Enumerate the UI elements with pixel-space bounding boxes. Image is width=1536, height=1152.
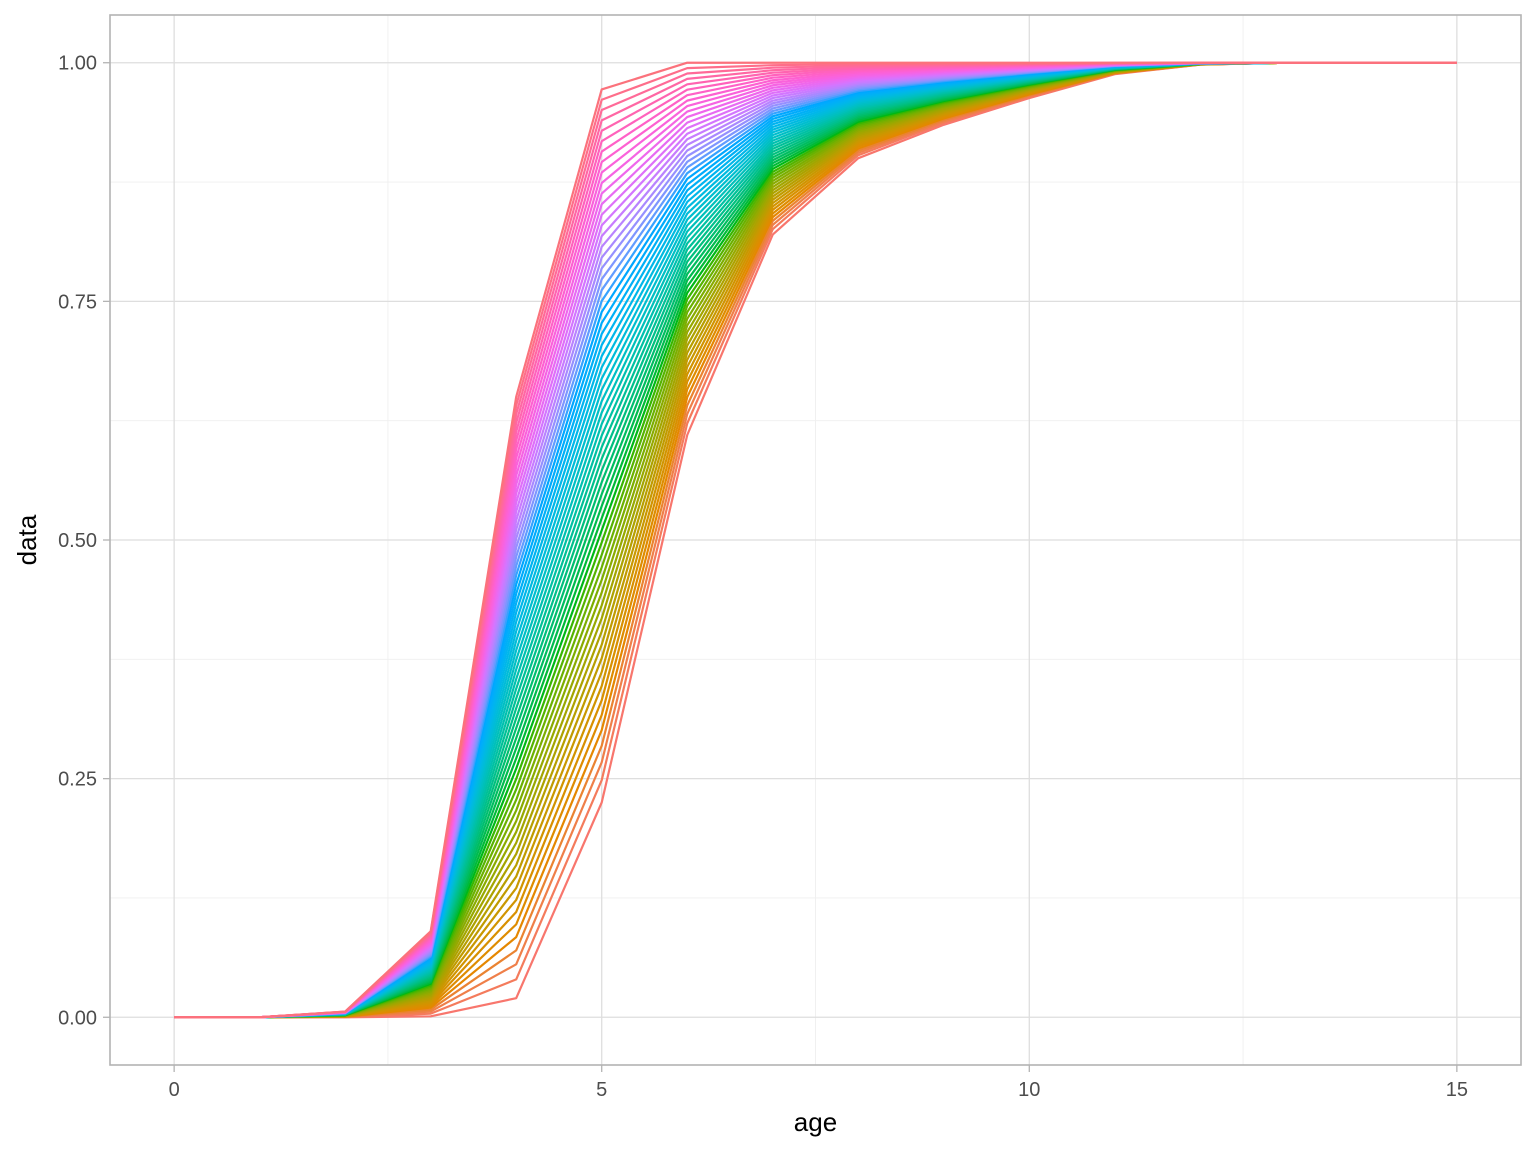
x-tick-label: 15 [1446, 1079, 1468, 1101]
series-line-60 [174, 61, 1457, 1019]
y-tick-label: 0.50 [58, 530, 97, 552]
y-axis-title: data [12, 514, 42, 565]
axis-ticks [103, 62, 1458, 1072]
x-tick-label: 5 [596, 1079, 607, 1101]
series-group [174, 61, 1457, 1019]
grid [110, 15, 1521, 1065]
y-tick-label: 0.00 [58, 1007, 97, 1029]
x-axis-title: age [794, 1107, 837, 1137]
tick-labels: 0 5 10 15 0.00 0.25 0.50 0.75 1.00 [58, 53, 1468, 1101]
y-tick-label: 1.00 [58, 53, 97, 75]
y-tick-label: 0.75 [58, 291, 97, 313]
x-tick-label: 0 [169, 1079, 180, 1101]
y-tick-label: 0.25 [58, 769, 97, 791]
x-tick-label: 10 [1018, 1079, 1040, 1101]
